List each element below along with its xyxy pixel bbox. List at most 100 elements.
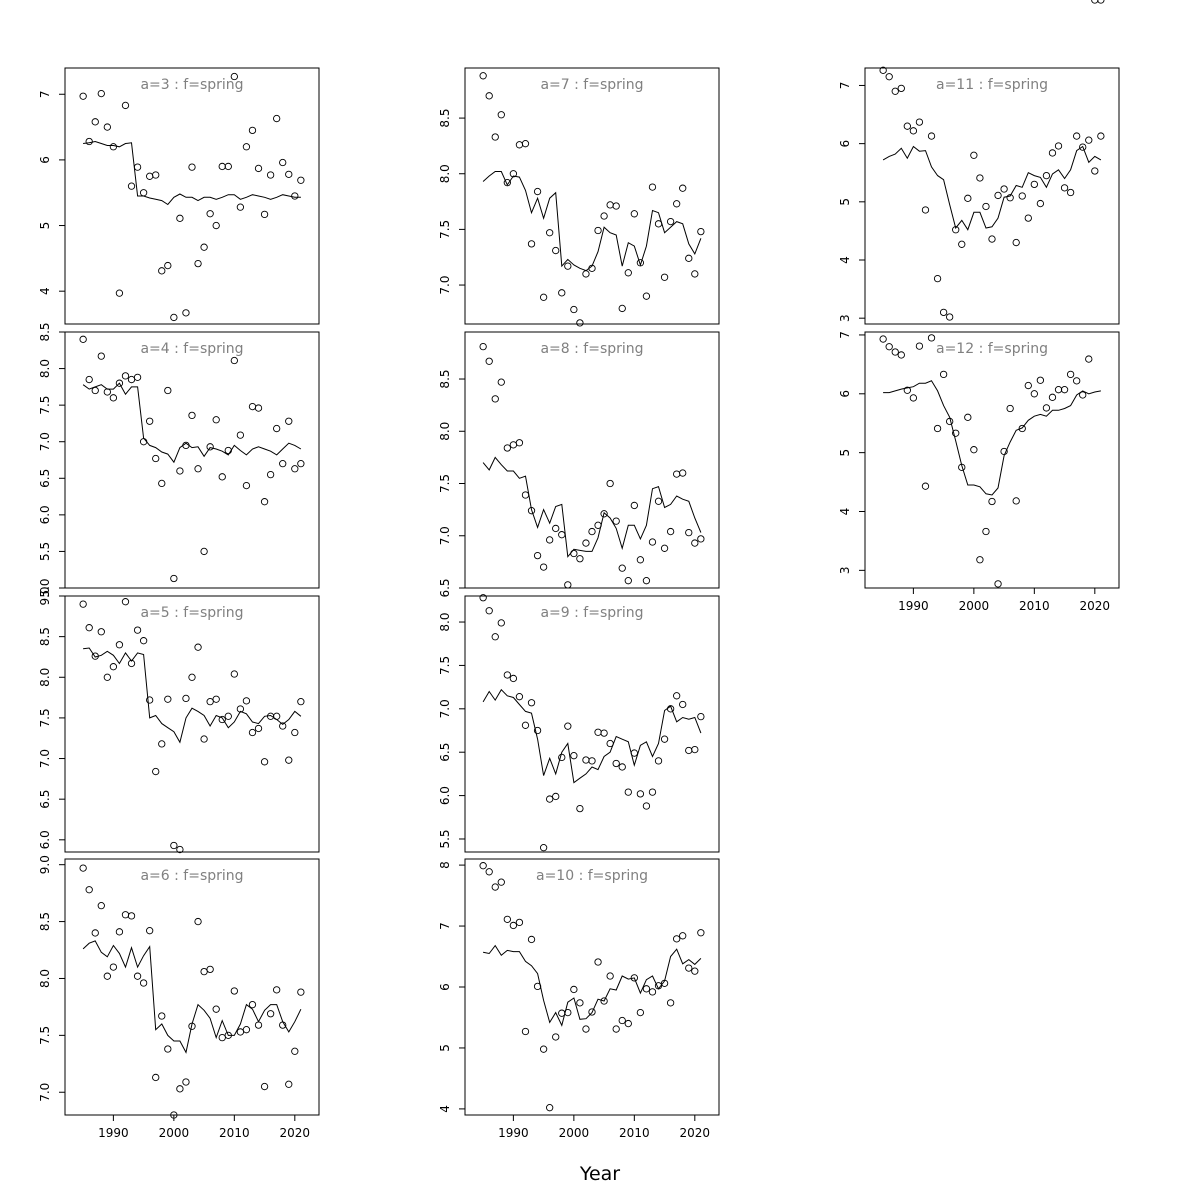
data-point [582, 270, 590, 278]
data-point [552, 1033, 560, 1041]
data-point [491, 395, 499, 403]
data-point [188, 411, 196, 420]
data-point [964, 194, 972, 202]
data-point [503, 444, 511, 452]
data-point [521, 721, 530, 729]
x-tick-label: 2000 [959, 599, 990, 613]
fit-line [883, 380, 1101, 496]
data-point [127, 659, 136, 668]
data-point [1073, 377, 1081, 385]
data-point [485, 92, 493, 100]
data-point [891, 348, 899, 356]
data-point [618, 564, 626, 572]
data-point [152, 171, 160, 179]
data-point [521, 491, 530, 499]
data-point [685, 964, 693, 972]
plot-frame [464, 858, 720, 1116]
data-point [654, 757, 663, 765]
data-point [170, 841, 178, 850]
data-point [279, 722, 287, 730]
panel-title: a=6 : f=spring [140, 868, 243, 884]
data-point [582, 756, 590, 764]
plot-frame [64, 67, 320, 325]
data-point [673, 935, 681, 943]
data-point [679, 469, 687, 477]
data-point [970, 151, 978, 159]
chart-panel: a=10 : f=spring 4 5 6 7 8 1990 2000 2010 2020 [438, 858, 720, 1140]
data-point [691, 745, 699, 754]
data-point [285, 417, 293, 425]
data-point [939, 370, 948, 379]
data-point [254, 164, 263, 173]
fit-line [83, 140, 301, 206]
data-point [85, 624, 93, 632]
plot-frame [464, 595, 720, 853]
data-point [103, 123, 111, 131]
y-tick-label: 3 [838, 314, 852, 322]
data-point [230, 72, 238, 81]
data-point [618, 1016, 626, 1025]
y-tick-label: 6 [438, 983, 452, 991]
data-point [1097, 0, 1105, 4]
data-point [697, 535, 705, 543]
data-point [988, 497, 996, 506]
data-point [127, 182, 136, 190]
y-tick-label: 7.5 [438, 220, 452, 239]
data-point [527, 699, 536, 707]
data-point [606, 479, 614, 488]
data-point [691, 967, 699, 975]
plot-frame [64, 331, 320, 589]
data-point [248, 728, 257, 737]
data-point [91, 118, 99, 126]
data-point [994, 580, 1002, 588]
data-point [291, 1047, 299, 1055]
data-point [642, 985, 651, 993]
y-tick-label: 7.5 [38, 708, 52, 727]
data-point [642, 802, 651, 810]
data-point [497, 619, 505, 627]
data-point [654, 982, 663, 990]
data-point [206, 210, 214, 218]
data-point [994, 191, 1002, 200]
y-tick-label: 6.5 [438, 743, 452, 762]
data-point [503, 178, 511, 187]
data-point [248, 402, 257, 411]
x-tick-label: 2010 [219, 1126, 250, 1140]
data-point [164, 386, 172, 395]
data-point [152, 454, 160, 463]
data-point [642, 292, 651, 300]
data-point [921, 206, 930, 214]
data-point [558, 531, 566, 539]
data-point [206, 443, 214, 451]
data-point [594, 226, 602, 235]
data-point [909, 394, 918, 402]
y-tick-label: 8.5 [38, 912, 52, 931]
x-tick-label: 1990 [898, 599, 929, 613]
data-point [624, 269, 632, 277]
data-point [248, 126, 257, 135]
data-point [509, 441, 518, 449]
y-tick-label: 6.0 [438, 786, 452, 805]
data-point [188, 1022, 196, 1030]
data-point [673, 470, 681, 478]
data-point [236, 431, 245, 439]
y-tick-label: 4 [38, 287, 52, 295]
data-point [170, 574, 178, 583]
y-tick-label: 3 [838, 567, 852, 575]
data-point [260, 1082, 269, 1091]
data-point [236, 705, 245, 713]
data-point [666, 527, 675, 536]
data-point [97, 901, 105, 910]
y-tick-label: 6.5 [38, 790, 52, 809]
data-point [121, 101, 130, 110]
data-point [636, 556, 645, 564]
data-point [630, 210, 638, 218]
x-tick-label: 2010 [1019, 599, 1050, 613]
y-tick-label: 8.5 [38, 627, 52, 646]
data-point [479, 862, 487, 870]
data-point [103, 388, 111, 396]
data-point [527, 935, 536, 944]
panel-title: a=8 : f=spring [540, 341, 643, 357]
data-point [891, 87, 899, 95]
data-point [558, 753, 566, 762]
